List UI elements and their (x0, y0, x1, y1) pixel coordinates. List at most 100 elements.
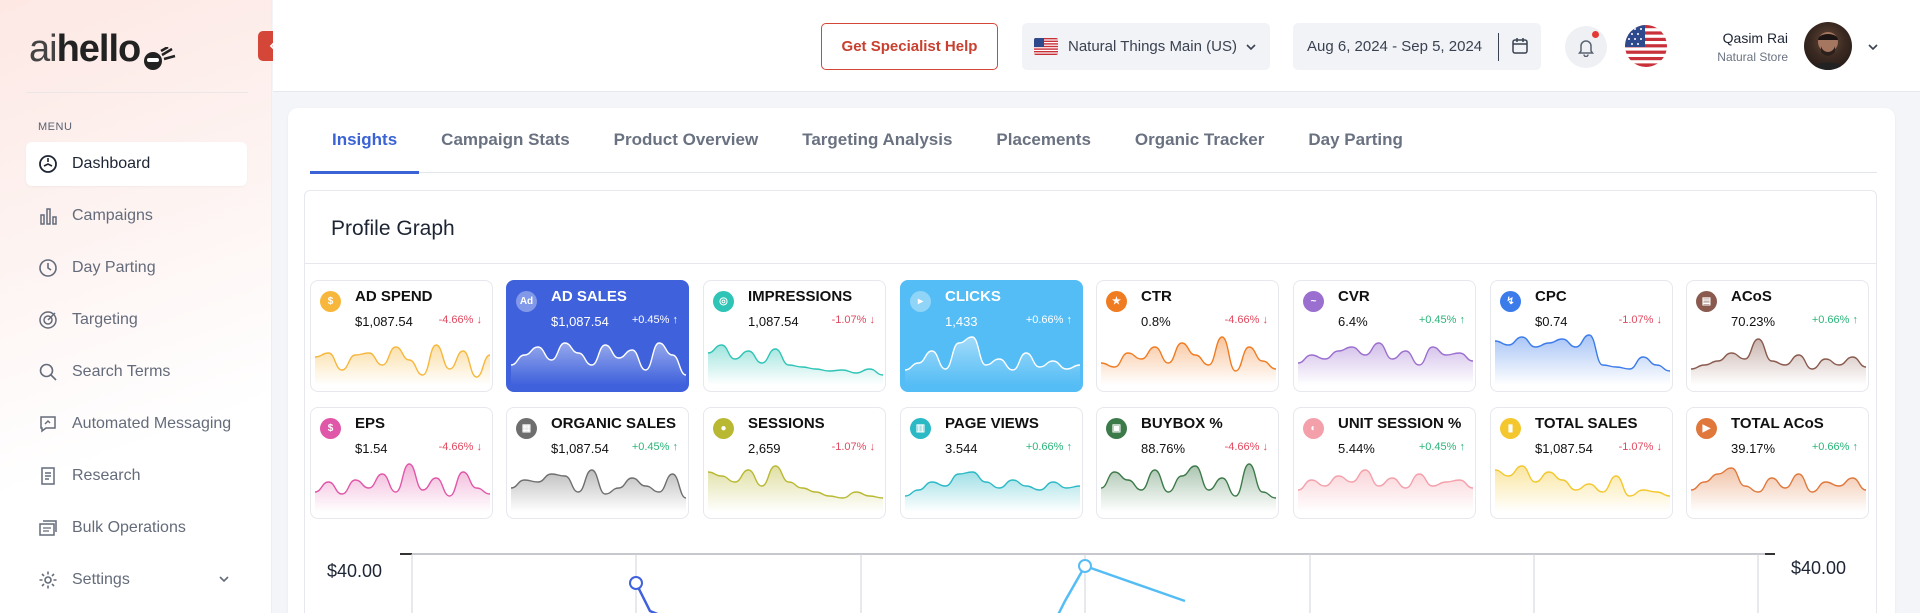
sparkline (1297, 469, 1474, 512)
sidebar-nav: Dashboard Campaigns Day Parting Targetin… (26, 142, 247, 610)
specialist-help-button[interactable]: Get Specialist Help (821, 23, 998, 70)
metric-value: $0.74 (1535, 314, 1568, 329)
sidebar-item-day-parting[interactable]: Day Parting (26, 246, 247, 290)
sparkline-area (1691, 468, 1866, 512)
app-logo[interactable]: ai hello (29, 28, 176, 71)
sparkline-line (1297, 469, 1474, 491)
store-selector[interactable]: Natural Things Main (US) (1022, 23, 1270, 70)
sparkline (314, 344, 491, 385)
store-name: Natural Things Main (US) (1068, 38, 1237, 55)
metric-change: -4.66% ↓ (439, 314, 482, 326)
metric-value: 0.8% (1141, 314, 1171, 329)
metric-change-value: -1.07% (1618, 441, 1654, 453)
metric-change: -1.07% ↓ (1619, 314, 1662, 326)
metric-card-unit-session[interactable]: ◐ UNIT SESSION % 5.44% +0.45% ↑ (1293, 407, 1476, 519)
metric-card-impressions[interactable]: ◎ IMPRESSIONS 1,087.54 -1.07% ↓ (703, 280, 886, 392)
sidebar-item-settings[interactable]: Settings (26, 558, 247, 602)
metric-card-total-sales[interactable]: ▮ TOTAL SALES $1,087.54 -1.07% ↓ (1490, 407, 1673, 519)
metric-card-buybox[interactable]: ▣ BUYBOX % 88.76% -4.66% ↓ (1096, 407, 1279, 519)
sidebar-item-research[interactable]: Research (26, 454, 247, 498)
total-acos-icon: ▶ (1696, 418, 1717, 439)
sparkline-line (1297, 342, 1474, 366)
tab-day-parting[interactable]: Day Parting (1308, 130, 1403, 149)
metric-change-value: +0.45% (631, 314, 670, 326)
sparkline-line (904, 471, 1081, 497)
metric-card-page-views[interactable]: ▥ PAGE VIEWS 3.544 +0.66% ↑ (900, 407, 1083, 519)
tab-placements[interactable]: Placements (996, 130, 1091, 149)
date-range-picker[interactable]: Aug 6, 2024 - Sep 5, 2024 (1293, 23, 1541, 70)
sparkline-area (511, 343, 686, 385)
arrow-down-icon: ↓ (866, 314, 875, 326)
gear-icon (38, 570, 58, 590)
clicks-point (1078, 559, 1092, 573)
metric-label: AD SPEND (355, 288, 433, 305)
tab-bar: Insights Campaign Stats Product Overview… (310, 108, 1877, 174)
sparkline-area (1101, 337, 1276, 385)
tab-insights[interactable]: Insights (310, 108, 420, 174)
arrow-up-icon: ↑ (1456, 441, 1465, 453)
profile-graph-card: Profile Graph $ AD SPEND $1,087.54 -4.66% ↓… (304, 190, 1877, 613)
metric-change: +0.66% ↑ (1026, 314, 1072, 326)
metric-value: 3.544 (945, 441, 978, 456)
metric-change-value: -4.66% (438, 314, 474, 326)
arrow-down-icon: ↓ (1653, 314, 1662, 326)
ctr-icon: ★ (1106, 291, 1127, 312)
avatar[interactable] (1804, 22, 1852, 70)
metric-label: PAGE VIEWS (945, 415, 1039, 432)
metric-change: +0.45% ↑ (632, 314, 678, 326)
arrow-down-icon: ↓ (473, 314, 482, 326)
document-icon (38, 466, 58, 486)
metric-change-value: +0.66% (1811, 441, 1850, 453)
tab-campaign-stats[interactable]: Campaign Stats (441, 130, 570, 149)
metric-card-sessions[interactable]: ● SESSIONS 2,659 -1.07% ↓ (703, 407, 886, 519)
tab-targeting-analysis[interactable]: Targeting Analysis (802, 130, 953, 149)
metric-change: -1.07% ↓ (832, 314, 875, 326)
metric-card-cvr[interactable]: ~ CVR 6.4% +0.45% ↑ (1293, 280, 1476, 392)
metric-label: UNIT SESSION % (1338, 415, 1462, 432)
chevron-down-icon[interactable] (1866, 40, 1880, 59)
sparkline-line (707, 465, 884, 499)
metric-change-value: -4.66% (1224, 441, 1260, 453)
tab-organic-tracker[interactable]: Organic Tracker (1134, 130, 1265, 149)
sparkline-line (314, 344, 491, 378)
sidebar-item-search-terms[interactable]: Search Terms (26, 350, 247, 394)
sparkline-line (1100, 336, 1277, 372)
sidebar-item-campaigns[interactable]: Campaigns (26, 194, 247, 238)
metric-change: -4.66% ↓ (439, 441, 482, 453)
us-flag-icon[interactable] (1625, 25, 1667, 67)
sparkline-area (905, 337, 1080, 385)
metric-value: $1,087.54 (551, 314, 609, 329)
metric-card-clicks[interactable]: ▸ CLICKS 1,433 +0.66% ↑ (900, 280, 1083, 392)
sidebar-item-label: Research (72, 467, 141, 484)
date-divider (1498, 33, 1499, 61)
metric-card-ctr[interactable]: ★ CTR 0.8% -4.66% ↓ (1096, 280, 1279, 392)
metric-label: CLICKS (945, 288, 1001, 305)
metric-card-organic-sales[interactable]: ▦ ORGANIC SALES $1,087.54 +0.45% ↑ (506, 407, 689, 519)
metric-card-cpc[interactable]: ↯ CPC $0.74 -1.07% ↓ (1490, 280, 1673, 392)
arrow-up-icon: ↑ (1063, 441, 1072, 453)
sidebar-item-dashboard[interactable]: Dashboard (26, 142, 247, 186)
message-icon (38, 414, 58, 434)
metric-change: +0.45% ↑ (1419, 441, 1465, 453)
sidebar-item-bulk-operations[interactable]: Bulk Operations (26, 506, 247, 550)
bell-icon (1578, 40, 1594, 57)
metric-card-ad-sales[interactable]: Ad AD SALES $1,087.54 +0.45% ↑ (506, 280, 689, 392)
sidebar-item-targeting[interactable]: Targeting (26, 298, 247, 342)
chevron-down-icon[interactable] (217, 572, 231, 591)
tab-product-overview[interactable]: Product Overview (613, 130, 759, 149)
sparkline (1297, 342, 1474, 385)
metric-card-acos[interactable]: ▤ ACoS 70.23% +0.66% ↑ (1686, 280, 1869, 392)
metric-change: -4.66% ↓ (1225, 314, 1268, 326)
metric-card-ad-spend[interactable]: $ AD SPEND $1,087.54 -4.66% ↓ (310, 280, 493, 392)
metric-card-total-acos[interactable]: ▶ TOTAL ACoS 39.17% +0.66% ↑ (1686, 407, 1869, 519)
notification-dot (1592, 31, 1599, 38)
calendar-icon[interactable] (1511, 37, 1529, 59)
metric-value: 1,433 (945, 314, 978, 329)
metric-change: +0.66% ↑ (1812, 314, 1858, 326)
notifications-button[interactable] (1565, 26, 1607, 68)
sidebar-item-automated-messaging[interactable]: Automated Messaging (26, 402, 247, 446)
right-axis-label: $40.00 (1790, 558, 1846, 578)
metric-card-eps[interactable]: $ EPS $1.54 -4.66% ↓ (310, 407, 493, 519)
sparkline-area (1298, 470, 1473, 512)
metric-change: -4.66% ↓ (1225, 441, 1268, 453)
